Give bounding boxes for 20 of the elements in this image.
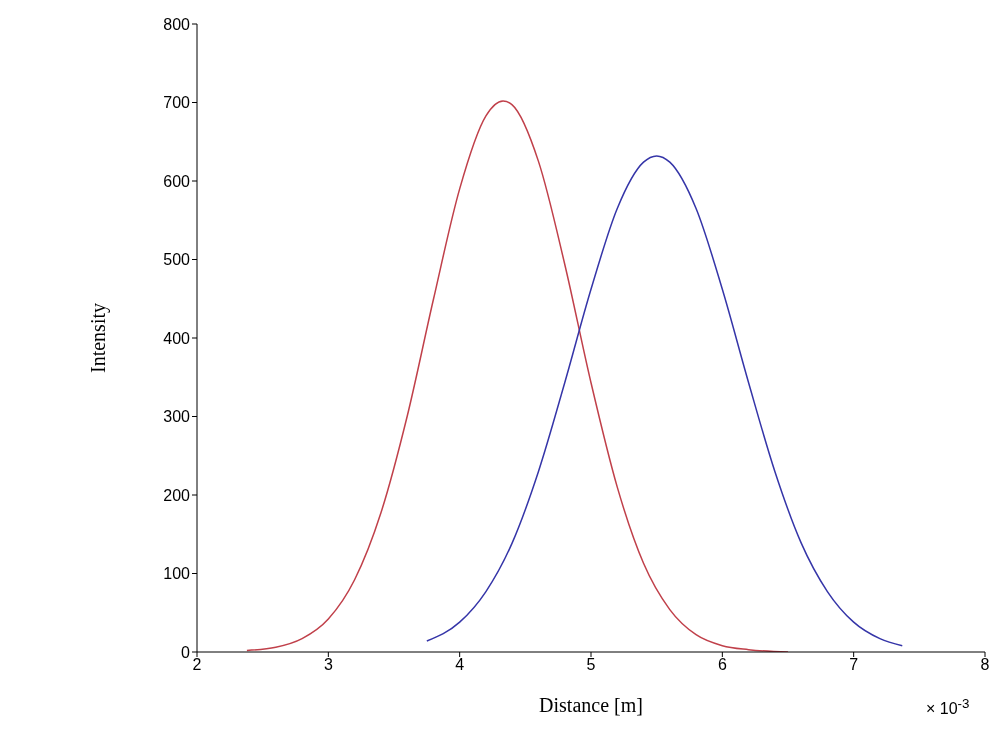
y-tick-label: 500: [163, 251, 191, 269]
y-tick-label: 800: [163, 15, 191, 33]
y-tick-label: 100: [163, 565, 191, 583]
y-tick-label: 400: [163, 329, 191, 347]
y-tick-label: 300: [163, 408, 191, 426]
x-tick-label: 2: [192, 656, 202, 674]
y-tick-label: 200: [163, 486, 191, 504]
x-tick-label: 7: [849, 656, 859, 674]
x-tick-label: 4: [455, 656, 465, 674]
x-tick-label: 3: [323, 656, 333, 674]
y-axis-title: Intensity: [87, 303, 111, 373]
x-tick-label: 8: [980, 656, 990, 674]
x-axis-title: Distance [m]: [539, 694, 643, 716]
y-tick-label: 600: [163, 172, 191, 190]
line-series: [426, 155, 904, 647]
y-tick-label: 0: [181, 643, 191, 661]
text: × 10$^{-3}$: [926, 696, 970, 719]
y-tick-label: 700: [163, 94, 191, 112]
x-tick-label: 5: [586, 656, 596, 674]
x-tick-label: 6: [717, 656, 727, 674]
